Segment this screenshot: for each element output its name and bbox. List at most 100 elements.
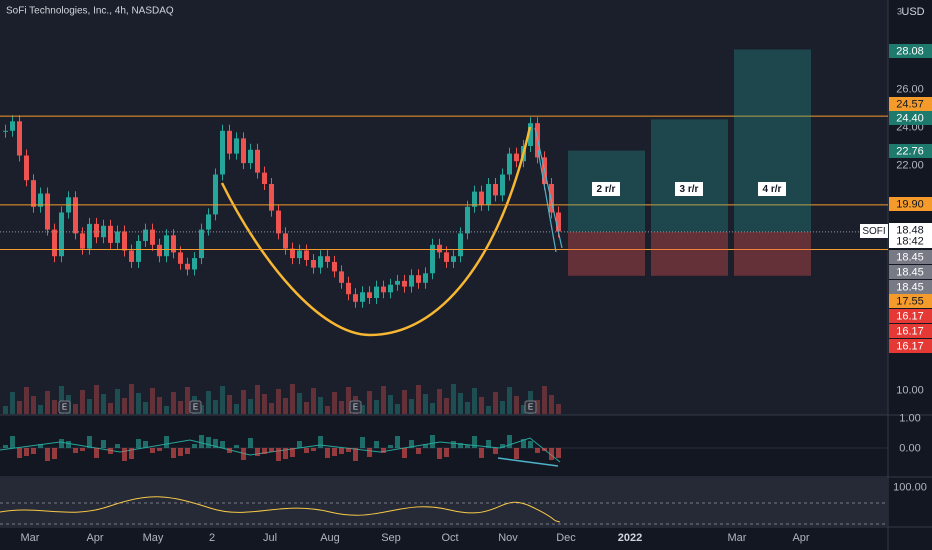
volume-bar — [472, 388, 477, 414]
candle-body — [255, 149, 260, 173]
divergence-line — [497, 457, 559, 467]
candle-body — [318, 256, 323, 268]
price-label-bg — [889, 111, 932, 125]
price-label-bg — [889, 280, 932, 294]
macd-bar — [262, 448, 267, 454]
price-label: 19.90 — [896, 198, 924, 210]
volume-bar — [227, 395, 232, 414]
volume-bar — [521, 405, 526, 414]
volume-bar — [549, 395, 554, 414]
macd-bar — [66, 441, 71, 448]
macd-bar — [339, 448, 344, 454]
candle-body — [479, 191, 484, 205]
price-label: 22.76 — [896, 145, 924, 157]
symbol-label: SOFI — [862, 226, 885, 237]
earnings-marker — [349, 400, 362, 414]
macd-bar — [472, 436, 477, 448]
price-label: 22.00 — [896, 159, 924, 171]
macd-bar — [248, 438, 253, 448]
volume-bar — [248, 399, 253, 414]
profit-zone — [651, 119, 728, 232]
price-label: 16.17 — [896, 325, 924, 337]
macd-bar — [325, 448, 330, 458]
candle-body — [486, 184, 491, 205]
rsi-line — [0, 496, 561, 523]
time-label: Dec — [556, 532, 576, 544]
macd-bar — [24, 448, 29, 456]
scale-corner: 3 — [897, 6, 902, 16]
price-label: 17.55 — [896, 295, 924, 307]
macd-bar — [178, 448, 183, 456]
earnings-marker — [58, 400, 71, 414]
volume-bar — [437, 389, 442, 414]
macd-bar — [80, 448, 85, 451]
candle-body — [332, 261, 337, 272]
macd-bar — [108, 448, 113, 454]
macd-bar — [73, 448, 78, 453]
volume-bar — [80, 390, 85, 414]
time-label: Aug — [320, 532, 340, 544]
macd-bar — [213, 439, 218, 448]
candle-body — [129, 250, 134, 262]
price-label: 0.00 — [899, 442, 920, 454]
loss-zone — [568, 231, 645, 276]
macd-bar — [192, 444, 197, 448]
macd-bar — [206, 437, 211, 448]
macd-bar — [234, 445, 239, 448]
price-label-bg — [889, 44, 932, 58]
volume-bar — [493, 392, 498, 414]
candle-body — [353, 294, 358, 302]
earnings-label: E — [193, 403, 198, 412]
candle-body — [437, 244, 442, 253]
candle-body — [171, 235, 176, 253]
macd-bar — [164, 436, 169, 448]
time-label: Jul — [263, 532, 277, 544]
macd-bar — [143, 441, 148, 448]
volume-bar — [108, 403, 113, 414]
time-label: May — [143, 532, 164, 544]
candle-body — [325, 256, 330, 262]
candle-body — [136, 241, 141, 262]
price-label: 18.45 — [896, 251, 924, 263]
volume-bar — [241, 390, 246, 414]
macd-bar — [549, 448, 554, 460]
volume-bar — [507, 387, 512, 414]
candle-body — [248, 149, 253, 164]
volume-bar — [367, 391, 372, 414]
time-label: 2 — [209, 532, 215, 544]
rsi-pane — [0, 478, 888, 526]
price-label-bg — [889, 223, 932, 237]
volume-bar — [465, 402, 470, 414]
macd-bar — [479, 448, 484, 458]
time-label: Sep — [381, 532, 401, 544]
candle-body — [472, 191, 477, 207]
macd-bar — [353, 448, 358, 461]
candle-body — [150, 229, 155, 245]
rr-label-bg — [675, 182, 703, 196]
macd-bar — [360, 437, 365, 448]
volume-bar — [206, 391, 211, 414]
rr-label: 4 r/r — [763, 184, 782, 195]
currency: USD — [901, 6, 924, 18]
macd-bar — [521, 439, 526, 448]
volume-bar — [136, 393, 141, 414]
volume-bar — [444, 398, 449, 414]
loss-zone — [734, 231, 811, 276]
price-label-bg — [889, 250, 932, 264]
time-label: Mar — [21, 532, 40, 544]
macd-bar — [199, 435, 204, 448]
volume-bar — [339, 401, 344, 414]
candle-body — [388, 284, 393, 293]
candle-body — [367, 292, 372, 298]
volume-bar — [150, 388, 155, 414]
price-label: 18.45 — [896, 266, 924, 278]
candle-body — [199, 229, 204, 259]
candle-body — [290, 248, 295, 259]
candle-body — [213, 174, 218, 215]
candle-body — [178, 252, 183, 264]
volume-bar — [479, 397, 484, 414]
volume-bar — [318, 397, 323, 414]
candle-body — [409, 275, 414, 287]
price-label: 1.00 — [899, 412, 920, 424]
